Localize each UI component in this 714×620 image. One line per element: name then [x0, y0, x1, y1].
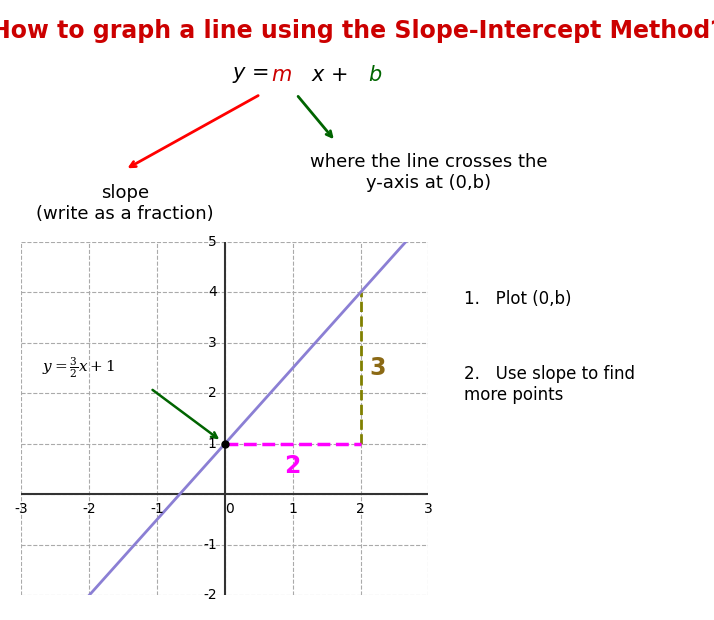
Text: 5: 5	[208, 235, 217, 249]
Text: $b$: $b$	[368, 65, 382, 86]
Text: 2: 2	[356, 502, 365, 516]
Text: 1: 1	[288, 502, 297, 516]
Text: 1.   Plot (0,b): 1. Plot (0,b)	[464, 290, 572, 308]
Text: -3: -3	[14, 502, 29, 516]
Text: 2: 2	[285, 454, 301, 479]
Text: $x$ +: $x$ +	[311, 65, 350, 86]
Text: 2: 2	[208, 386, 217, 401]
Text: where the line crosses the
y-axis at (0,b): where the line crosses the y-axis at (0,…	[310, 153, 547, 192]
Text: slope
(write as a fraction): slope (write as a fraction)	[36, 184, 213, 223]
Text: $y$ =: $y$ =	[232, 65, 271, 86]
Text: -2: -2	[82, 502, 96, 516]
Text: 3: 3	[424, 502, 433, 516]
Text: 2.   Use slope to find
more points: 2. Use slope to find more points	[464, 365, 635, 404]
Text: 3: 3	[208, 336, 217, 350]
Text: 4: 4	[208, 285, 217, 299]
Text: -2: -2	[203, 588, 217, 602]
Text: $m$: $m$	[271, 65, 292, 86]
Text: -1: -1	[150, 502, 164, 516]
Text: 1: 1	[208, 436, 217, 451]
Text: 0: 0	[225, 502, 233, 516]
Text: How to graph a line using the Slope-Intercept Method?: How to graph a line using the Slope-Inte…	[0, 19, 714, 43]
Text: $y = \frac{3}{2}x+1$: $y = \frac{3}{2}x+1$	[42, 356, 115, 381]
Text: -1: -1	[203, 538, 217, 552]
Text: 3: 3	[369, 356, 386, 380]
